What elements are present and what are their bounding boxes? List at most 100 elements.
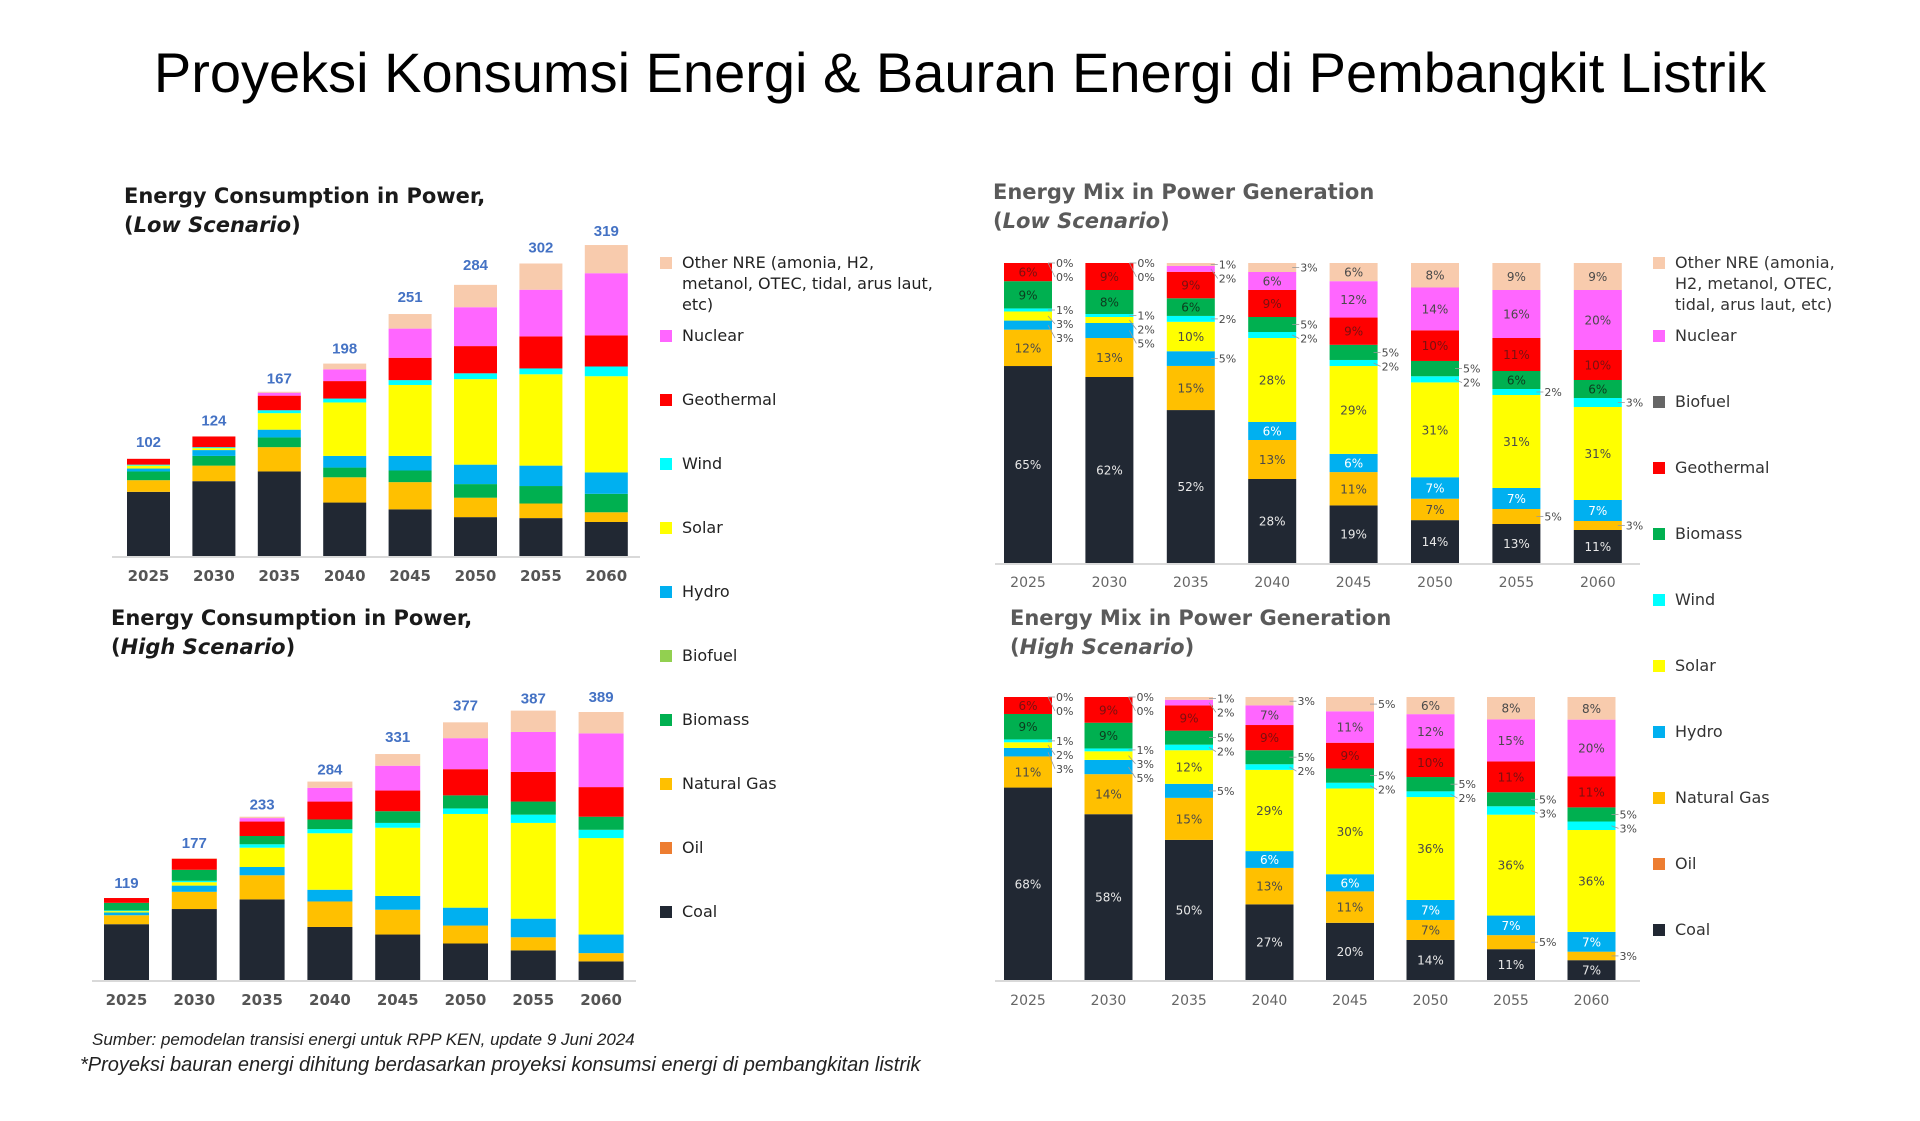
- bar-segment-wind-2040: [1248, 332, 1297, 338]
- data-label-biomass-2050: 5%: [1463, 363, 1480, 376]
- bar-segment-natural-gas-2035: [239, 875, 285, 900]
- bar-segment-geothermal-2040: [323, 381, 367, 399]
- bar-segment-natural-gas-2060: [1567, 951, 1616, 961]
- bar-segment-solar-2030: [1084, 751, 1133, 760]
- data-label-natural-gas-2055: 5%: [1539, 936, 1556, 949]
- bar-segment-nuclear-2040: [1248, 272, 1297, 290]
- bar-segment-hydro-2025: [104, 912, 149, 916]
- total-label-2040: 284: [317, 761, 343, 778]
- leader-line-other-nre-2025: [1047, 262, 1056, 278]
- legend-swatch: [660, 842, 672, 854]
- data-label-coal-2045: 20%: [1337, 945, 1364, 959]
- bar-segment-coal-2050: [454, 517, 497, 556]
- data-label-hydro-2035: 5%: [1219, 353, 1236, 366]
- data-label-other-nre-2025: 0%: [1056, 271, 1073, 284]
- bar-segment-other-nre-2060: [578, 712, 624, 734]
- bar-2035: 50%15%12%9%1%2%5%2%5%: [1165, 692, 1234, 980]
- bar-segment-wind-2040: [323, 398, 367, 403]
- legend-label: Nuclear: [1675, 326, 1737, 345]
- bar-segment-nuclear-2060: [1573, 290, 1622, 350]
- bar-segment-coal-2055: [519, 518, 563, 556]
- data-label-hydro-2045: 6%: [1340, 876, 1359, 890]
- data-label-hydro-2060: 7%: [1588, 504, 1607, 518]
- bar-segment-other-nre-2040: [1245, 697, 1294, 706]
- legend-swatch: [1653, 462, 1665, 474]
- chart-title-text: Energy Consumption in Power,: [124, 184, 486, 208]
- bar-segment-wind-2030: [1084, 748, 1133, 752]
- bar-segment-geothermal-2050: [1406, 748, 1455, 778]
- bar-segment-solar-2045: [1326, 788, 1374, 875]
- data-label-biomass-2055: 5%: [1539, 793, 1556, 806]
- chart-subtitle-text: High Scenario: [120, 635, 286, 659]
- x-tick-label-2025: 2025: [106, 991, 148, 1009]
- bar-2025: 68% 11% 9% 6% 0%0% 1%2%3%: [1004, 691, 1073, 980]
- data-label-wind-2025: 1%: [1056, 304, 1073, 317]
- bar-2055: [510, 710, 556, 980]
- bar-segment-nuclear-2055: [1487, 719, 1535, 762]
- bar-segment-natural-gas-2040: [1248, 440, 1297, 479]
- bar-segment-geothermal-2050: [1411, 330, 1459, 361]
- leader-line-solar-2030: [1129, 319, 1137, 330]
- bar-segment-hydro-2060: [584, 472, 628, 494]
- total-label-2030: 177: [182, 835, 207, 852]
- bar-segment-other-nre-2050: [1411, 263, 1459, 288]
- data-label-geothermal-2030: 9%: [1099, 703, 1118, 717]
- bar-segment-coal-2060: [578, 961, 624, 980]
- bar-segment-nuclear-2035: [257, 392, 301, 396]
- legend-label-line: H2, metanol, OTEC,: [1675, 274, 1833, 293]
- bar-segment-hydro-2045: [1326, 874, 1374, 892]
- legend-label: Geothermal: [682, 390, 777, 409]
- bar-segment-biomass-2060: [1573, 380, 1622, 398]
- bar-segment-other-nre-2050: [443, 722, 488, 739]
- legend-label: Biofuel: [1675, 392, 1731, 411]
- bar-segment-other-nre-2045: [388, 314, 432, 329]
- legend-label: Other NRE (amonia, H2, metanol, OTEC, tida…: [1675, 252, 1835, 315]
- data-label-biomass-2040: 5%: [1300, 319, 1317, 332]
- bar-segment-wind-2060: [1573, 398, 1622, 407]
- bar-segment-hydro-2040: [307, 889, 353, 902]
- bar-2045: [375, 754, 421, 980]
- legend-swatch: [1653, 792, 1665, 804]
- data-label-solar-2025: 2%: [1056, 749, 1073, 762]
- data-label-geothermal-2050: 10%: [1417, 756, 1444, 770]
- legend-swatch: [660, 778, 672, 790]
- bar-segment-geothermal-2040: [1248, 290, 1297, 317]
- data-label-natural-gas-2030: 14%: [1095, 788, 1122, 802]
- bar-segment-coal-2040: [1245, 904, 1294, 980]
- leader-line-other-nre-2030: [1128, 696, 1136, 712]
- data-label-biomass-2045: 5%: [1382, 346, 1399, 359]
- bar-segment-coal-2045: [1326, 922, 1374, 980]
- data-label-solar-2060: 31%: [1584, 447, 1611, 461]
- bar-segment-wind-2025: [1004, 739, 1052, 743]
- bar-segment-solar-2045: [1329, 366, 1378, 454]
- chart-subtitle-text: Low Scenario: [133, 213, 292, 237]
- bar-segment-geothermal-2030: [1084, 697, 1133, 723]
- bar-segment-solar-2025: [1004, 311, 1052, 321]
- legend-label: Solar: [682, 518, 723, 537]
- bar-segment-wind-2035: [1165, 744, 1213, 751]
- x-tick-label-2035: 2035: [241, 991, 283, 1009]
- data-label-other-nre-2035: 1%: [1217, 692, 1234, 705]
- chart-consumption-high: 119 2025 177 2030 233 2035 284 2040 331 2045 377 20…: [92, 689, 636, 1009]
- data-label-hydro-2045: 6%: [1344, 457, 1363, 471]
- bar-2060: 7%7%36%11%20%8%5%3%3%: [1567, 697, 1637, 980]
- bar-segment-wind-2045: [388, 380, 432, 385]
- data-label-wind-2055: 2%: [1544, 386, 1561, 399]
- chart-title-text: Energy Mix in Power Generation: [993, 180, 1375, 204]
- bar-segment-nuclear-2050: [1406, 714, 1455, 749]
- bar-segment-hydro-2060: [578, 934, 624, 954]
- bar-segment-solar-2035: [1165, 750, 1213, 784]
- bar-segment-geothermal-2025: [1004, 697, 1052, 714]
- bar-segment-wind-2055: [1487, 806, 1535, 815]
- bar-segment-coal-2050: [443, 943, 488, 980]
- bar-segment-biomass-2050: [1411, 360, 1459, 377]
- chart-subtitle: (Low Scenario): [993, 209, 1170, 233]
- data-label-other-nre-2060: 8%: [1582, 702, 1601, 716]
- leader-line-wind-2055: [1530, 810, 1539, 814]
- bar-segment-hydro-2055: [510, 918, 556, 938]
- bar-2045: [388, 314, 432, 556]
- bar-segment-natural-gas-2050: [1406, 919, 1455, 940]
- bar-segment-nuclear-2035: [1165, 699, 1213, 706]
- leader-line-solar-2025: [1047, 744, 1056, 756]
- bar-segment-natural-gas-2035: [1165, 797, 1213, 840]
